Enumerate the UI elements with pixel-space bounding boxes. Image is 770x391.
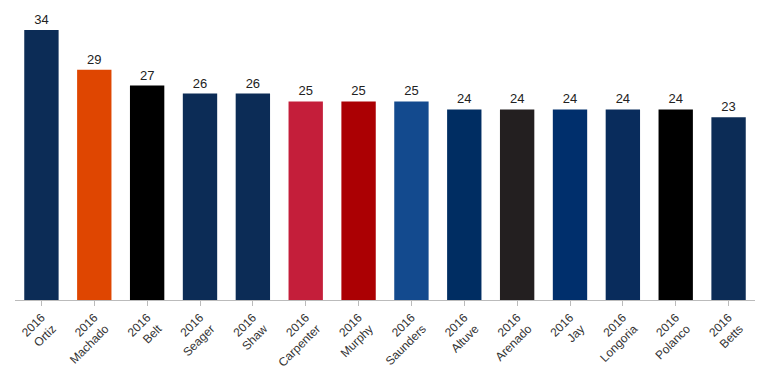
svg-text:24: 24: [616, 91, 630, 106]
svg-text:2016Saunders: 2016Saunders: [372, 311, 429, 368]
svg-text:24: 24: [668, 91, 682, 106]
svg-text:2016Murphy: 2016Murphy: [327, 311, 376, 360]
svg-text:2016Seager: 2016Seager: [169, 311, 218, 360]
svg-text:25: 25: [298, 83, 312, 98]
svg-text:2016Jay: 2016Jay: [548, 311, 588, 351]
svg-text:2016Longoria: 2016Longoria: [586, 311, 640, 365]
svg-text:25: 25: [351, 83, 365, 98]
svg-text:24: 24: [563, 91, 577, 106]
svg-text:2016Polanco: 2016Polanco: [642, 311, 694, 363]
svg-text:27: 27: [140, 68, 154, 83]
svg-text:2016Belt: 2016Belt: [125, 310, 165, 350]
svg-text:2016Ortiz: 2016Ortiz: [19, 311, 59, 351]
svg-text:2016Carpenter: 2016Carpenter: [264, 311, 323, 370]
svg-text:2016Arenado: 2016Arenado: [482, 311, 535, 364]
svg-text:2016Machado: 2016Machado: [56, 311, 112, 367]
svg-text:2016Shaw: 2016Shaw: [228, 311, 270, 353]
svg-text:25: 25: [404, 83, 418, 98]
svg-text:2016Betts: 2016Betts: [706, 311, 747, 352]
svg-text:26: 26: [193, 76, 207, 91]
svg-text:26: 26: [246, 76, 260, 91]
svg-text:23: 23: [721, 99, 735, 114]
svg-text:29: 29: [87, 52, 101, 67]
svg-text:34: 34: [34, 12, 48, 27]
svg-text:24: 24: [457, 91, 471, 106]
svg-text:24: 24: [510, 91, 524, 106]
svg-text:2016Altuve: 2016Altuve: [437, 311, 482, 356]
